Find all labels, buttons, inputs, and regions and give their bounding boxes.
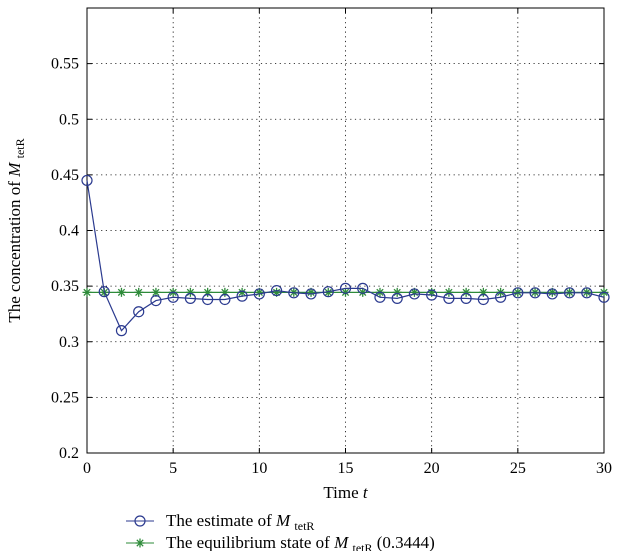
grid — [87, 8, 604, 453]
series-point-estimate — [270, 284, 283, 297]
series-point-estimate — [443, 292, 455, 304]
y-tick-label: 0.5 — [59, 111, 79, 128]
y-axis-label: The concentration of M tetR — [5, 138, 27, 322]
series-point-star-stroke — [117, 288, 126, 296]
x-tick-label: 30 — [596, 460, 612, 477]
series-point-star-stroke — [324, 288, 332, 296]
legend-label-equilibrium-sub: tetR — [353, 541, 373, 551]
series-equilibrium — [82, 287, 609, 297]
y-tick-label: 0.35 — [51, 278, 79, 295]
x-tick-label: 5 — [169, 460, 177, 477]
legend-label-equilibrium-suffix: (0.3444) — [377, 533, 435, 551]
series-point-estimate — [236, 290, 248, 302]
series-point-star-stroke — [136, 539, 144, 547]
series-point-estimate — [391, 292, 403, 304]
series-point-estimate — [98, 286, 110, 298]
legend-label-estimate-sub: tetR — [294, 519, 314, 533]
series-line-estimate — [86, 180, 605, 332]
series-point-estimate — [426, 289, 438, 301]
series-point-estimate — [598, 291, 610, 303]
series-point-star-stroke — [152, 288, 160, 296]
y-axis-label-sub: tetR — [13, 138, 27, 158]
series-point-estimate — [495, 291, 507, 303]
series-point-estimate — [115, 325, 128, 337]
series-point-star-stroke — [83, 288, 91, 296]
series-point-estimate — [374, 291, 386, 303]
y-tick-label: 0.45 — [51, 167, 79, 184]
series-point-estimate — [184, 292, 196, 304]
series-point-estimate — [408, 288, 421, 300]
legend-marker-circle — [134, 515, 146, 527]
y-axis-label-var: M — [5, 162, 24, 178]
series-point-star-stroke — [135, 288, 143, 296]
series-point-star-stroke — [238, 288, 246, 296]
series-point-estimate — [150, 294, 162, 307]
series-point-equilibrium — [185, 287, 195, 297]
y-axis-label-text: The concentration of — [5, 181, 24, 323]
series-point-estimate — [133, 306, 145, 318]
legend-label-estimate: The estimate of M tetR — [166, 511, 314, 533]
series-point-estimate — [563, 287, 576, 299]
series-point-star-stroke — [307, 288, 315, 296]
series-point-estimate — [219, 293, 231, 306]
series-point-star-stroke — [341, 288, 350, 296]
legend-item-estimate: The estimate of M tetR — [126, 511, 314, 533]
legend-marker-star — [135, 538, 145, 548]
series-point-estimate — [581, 287, 593, 299]
series-point-estimate — [81, 174, 93, 187]
series-estimate — [81, 174, 610, 337]
series-point-equilibrium — [82, 287, 92, 297]
legend: The estimate of M tetR The equilibrium s… — [126, 511, 435, 551]
series-point-estimate — [546, 288, 558, 300]
x-tick-label: 10 — [251, 460, 267, 477]
series-point-star-stroke — [359, 288, 367, 296]
legend-label-estimate-prefix: The estimate of — [166, 511, 272, 530]
series-point-estimate — [253, 288, 265, 300]
y-tick-label: 0.3 — [59, 334, 79, 351]
series-point-equilibrium — [392, 287, 402, 297]
series-point-equilibrium — [116, 287, 126, 297]
x-axis-label-text: Time — [323, 483, 358, 502]
legend-label-equilibrium-var: M — [333, 533, 349, 551]
series-point-estimate — [529, 287, 541, 299]
series-point-estimate — [167, 291, 179, 303]
legend-label-equilibrium: The equilibrium state of M tetR (0.3444) — [166, 533, 435, 551]
x-tick-label: 15 — [338, 460, 354, 477]
series-point-estimate — [477, 293, 489, 306]
x-axis-label-var: t — [363, 483, 369, 502]
axis-ticks: 0 5 10 15 20 25 30 0.2 0.25 0.3 0.35 0.4 0.45 0.5 0.55 — [51, 8, 612, 477]
series-layer — [81, 174, 610, 337]
series-point-star-stroke — [548, 288, 556, 296]
series-point-estimate — [288, 287, 300, 299]
series-point-estimate — [460, 292, 472, 304]
y-tick-label: 0.55 — [51, 56, 79, 73]
y-tick-label: 0.4 — [59, 223, 79, 240]
series-point-estimate — [357, 282, 369, 294]
y-tick-label: 0.2 — [59, 445, 79, 462]
series-point-equilibrium — [461, 287, 471, 297]
series-point-estimate — [305, 288, 317, 300]
x-tick-label: 25 — [510, 460, 526, 477]
legend-star-glyph — [135, 538, 145, 548]
series-point-estimate — [322, 286, 334, 298]
series-point-equilibrium — [444, 287, 454, 297]
series-point-estimate — [512, 287, 524, 299]
legend-item-equilibrium: The equilibrium state of M tetR (0.3444) — [126, 533, 435, 551]
series-point-estimate — [202, 293, 214, 306]
x-axis-label: Time t — [323, 483, 369, 502]
series-point-equilibrium — [134, 287, 144, 297]
series-point-estimate — [339, 282, 352, 294]
x-tick-label: 0 — [83, 460, 91, 477]
x-tick-label: 20 — [424, 460, 440, 477]
legend-label-estimate-var: M — [275, 511, 291, 530]
y-tick-label: 0.25 — [51, 389, 79, 406]
legend-label-equilibrium-prefix: The equilibrium state of — [166, 533, 330, 551]
